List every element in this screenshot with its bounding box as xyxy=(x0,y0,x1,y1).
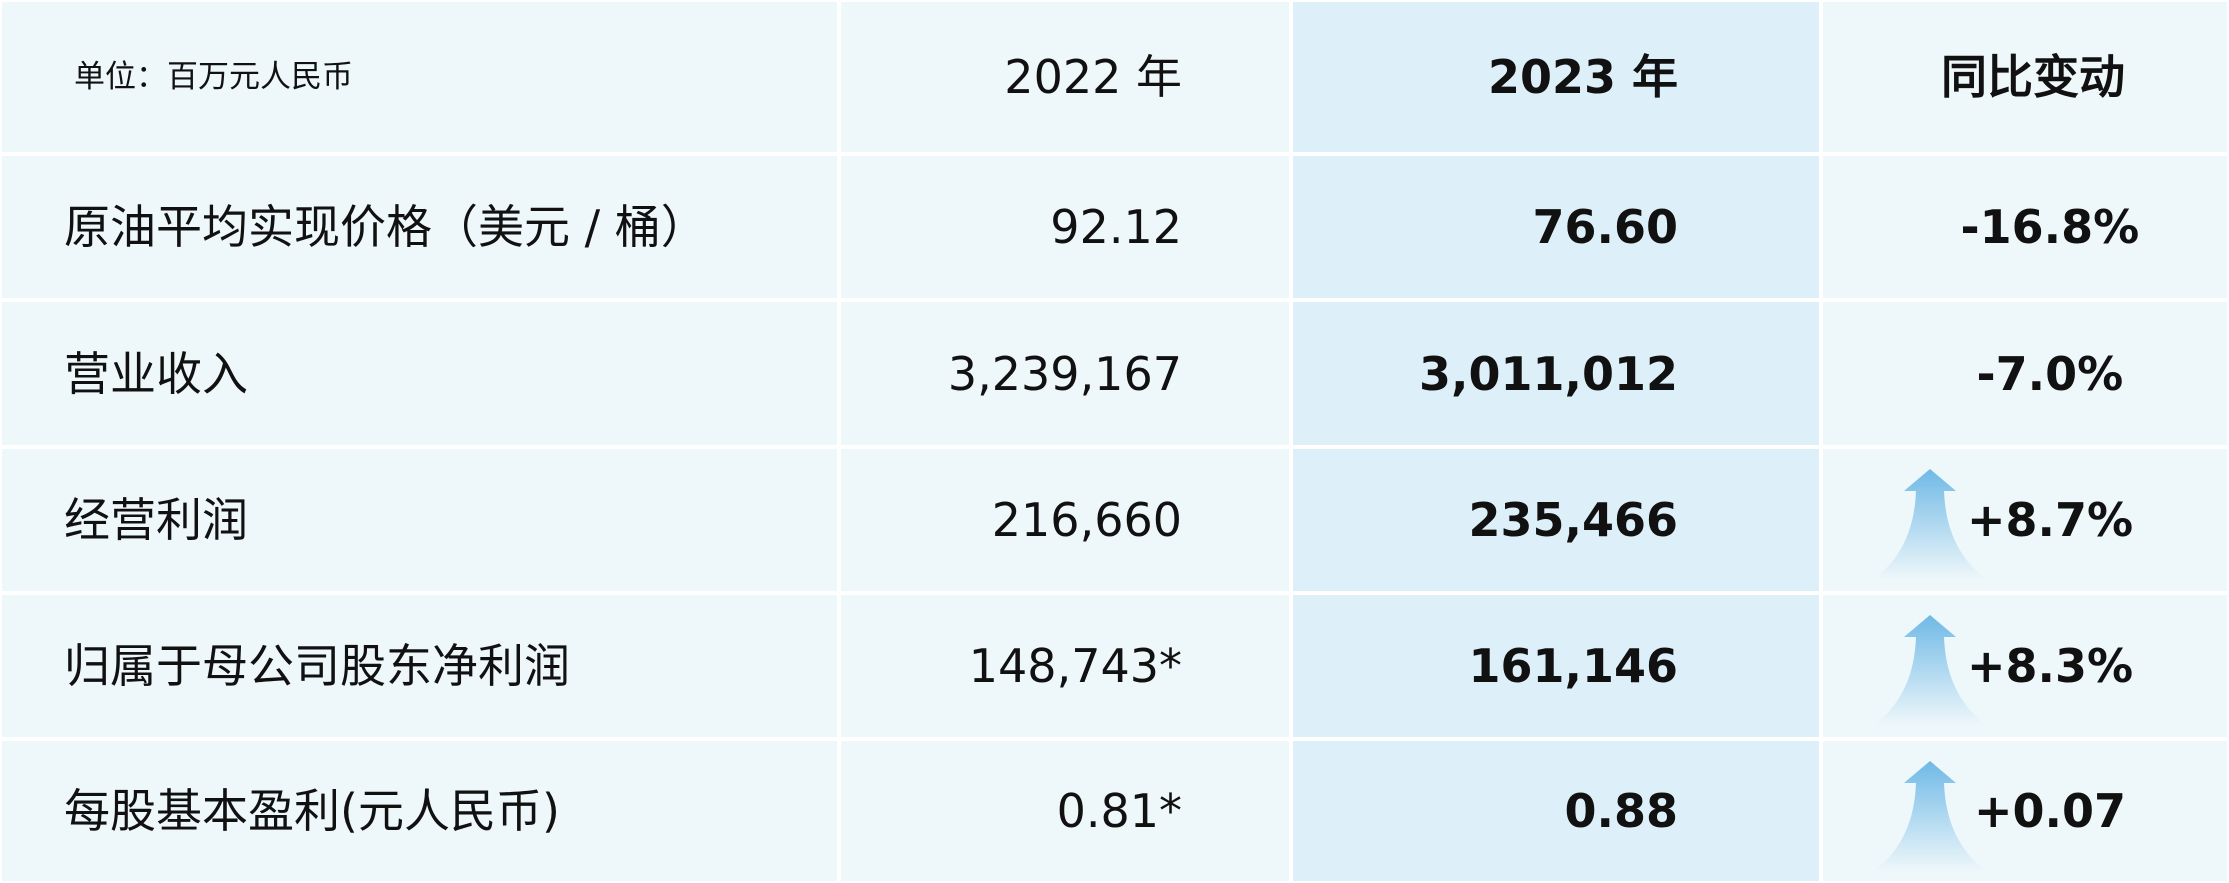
value-change: -7.0% xyxy=(1976,346,2124,401)
table-cell xyxy=(0,447,839,593)
up-arrow-icon xyxy=(1874,615,1986,725)
value-2022: 0.81* xyxy=(1056,784,1182,838)
row-label: 归属于母公司股东净利润 xyxy=(64,639,570,693)
value-2022: 216,660 xyxy=(991,493,1182,547)
up-arrow-icon xyxy=(1874,469,1986,579)
value-2023: 76.60 xyxy=(1532,200,1678,254)
value-2023: 3,011,012 xyxy=(1419,346,1678,401)
value-2022: 92.12 xyxy=(1050,200,1182,254)
value-2023: 161,146 xyxy=(1468,639,1678,693)
table-cell xyxy=(0,593,839,739)
value-change: +8.7% xyxy=(1967,493,2134,547)
unit-label: 单位：百万元人民币 xyxy=(74,58,353,95)
value-2023: 235,466 xyxy=(1468,493,1678,547)
value-2022: 3,239,167 xyxy=(947,346,1182,401)
arrow-shape xyxy=(1874,761,1986,871)
value-2022: 148,743* xyxy=(968,639,1182,693)
table-cell xyxy=(1821,300,2229,447)
table-cell xyxy=(1291,300,1821,447)
table-cell xyxy=(839,300,1291,447)
table-cell xyxy=(0,0,839,154)
header-2023: 2023 年 xyxy=(1487,50,1678,104)
arrow-shape xyxy=(1874,469,1986,579)
arrow-shape xyxy=(1874,615,1986,725)
table-cell xyxy=(1821,593,2229,739)
table-cell xyxy=(839,447,1291,593)
value-change: +8.3% xyxy=(1967,639,2134,693)
header-change: 同比变动 xyxy=(1941,50,2125,104)
table-cell xyxy=(1821,154,2229,300)
table-cell xyxy=(0,300,839,447)
value-change: +0.07 xyxy=(1974,784,2127,838)
table-cell xyxy=(839,593,1291,739)
row-label: 营业收入 xyxy=(64,346,248,401)
header-2022: 2022 年 xyxy=(1004,50,1182,104)
table-cell xyxy=(839,0,1291,154)
table-cell xyxy=(1821,0,2229,154)
table-cell xyxy=(1821,447,2229,593)
table-cell xyxy=(1291,447,1821,593)
value-2023: 0.88 xyxy=(1564,784,1679,838)
table-cell xyxy=(0,739,839,883)
table-cell xyxy=(839,739,1291,883)
row-label: 原油平均实现价格（美元 / 桶） xyxy=(64,200,707,254)
value-change: -16.8% xyxy=(1960,200,2140,254)
up-arrow-icon xyxy=(1874,761,1986,871)
row-label: 每股基本盈利(元人民币) xyxy=(64,784,560,838)
table-cell xyxy=(1291,739,1821,883)
table-cell xyxy=(1821,739,2229,883)
row-label: 经营利润 xyxy=(64,493,248,547)
table-cell xyxy=(1291,593,1821,739)
table-cell xyxy=(1291,0,1821,154)
table-cell xyxy=(839,154,1291,300)
table-cell xyxy=(0,154,839,300)
table-cell xyxy=(1291,154,1821,300)
